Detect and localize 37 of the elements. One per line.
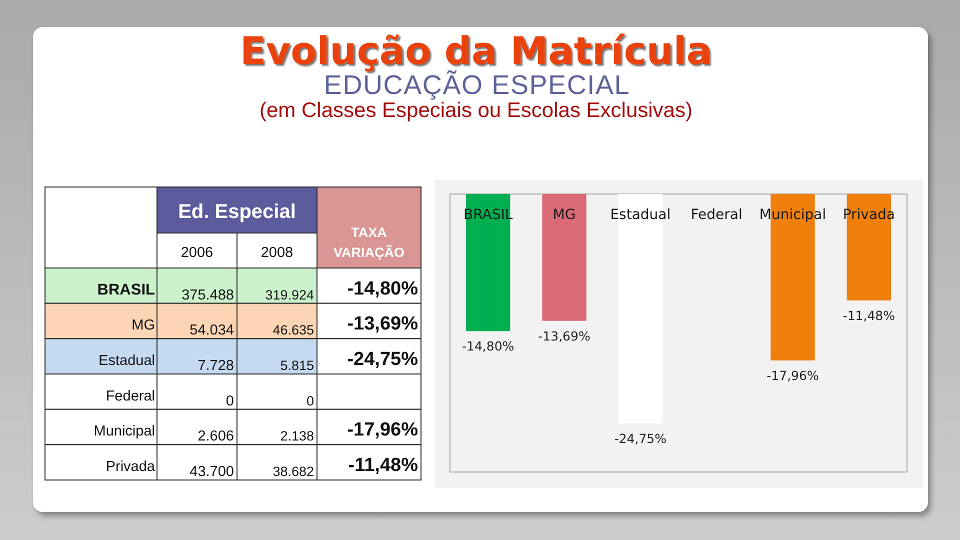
- data-label: -11,48%: [348, 455, 418, 476]
- text: EDUCAÇÃO ESPECIAL: [324, 70, 630, 100]
- data-label: 46.635: [272, 322, 314, 338]
- y-tick-label: Estadual: [98, 353, 155, 369]
- data-label: 43.700: [190, 464, 234, 480]
- data-label: -13,69%: [347, 314, 418, 335]
- data-label: 2.606: [198, 428, 234, 445]
- data-label: -17,96%: [347, 420, 418, 441]
- data-label: 38.682: [272, 464, 314, 479]
- x-tick-label: 2006: [180, 245, 214, 261]
- x-tick-label: TAXA VARIAÇÃO: [333, 225, 405, 260]
- data-label: 319.924: [265, 287, 314, 302]
- data-label: -14,80%: [347, 278, 418, 300]
- y-tick-label: Federal: [106, 388, 155, 404]
- data-label: -24,75%: [347, 349, 418, 370]
- data-label: 7.728: [198, 358, 234, 374]
- x-tick-label: 2008: [260, 245, 294, 261]
- data-label: 2.138: [280, 428, 314, 444]
- text: (em Classes Especiais ou Escolas Exclusivas): [260, 99, 692, 122]
- y-tick-label: MG: [132, 318, 155, 334]
- data-label: -13,69%: [538, 328, 590, 344]
- y-tick-label: Privada: [106, 459, 156, 475]
- y-tick-label: Municipal: [94, 424, 155, 440]
- x-tick-label: Federal: [690, 206, 742, 223]
- data-label: 375.488: [182, 287, 234, 304]
- data-label: -11,48%: [842, 308, 896, 323]
- x-tick-label: Estadual: [610, 206, 671, 223]
- data-label: 5.815: [280, 358, 314, 373]
- data-label: -14,80%: [462, 338, 514, 354]
- data-label: 0: [226, 393, 234, 410]
- data-label: 0: [306, 393, 314, 408]
- data-label: 54.034: [190, 322, 234, 339]
- data-label: -17,96%: [766, 368, 819, 383]
- x-tick-label: MG: [552, 206, 576, 223]
- y-tick-label: BRASIL: [97, 281, 155, 298]
- data-label: -24,75%: [614, 430, 667, 446]
- x-axis-title: Ed. Especial: [178, 201, 296, 223]
